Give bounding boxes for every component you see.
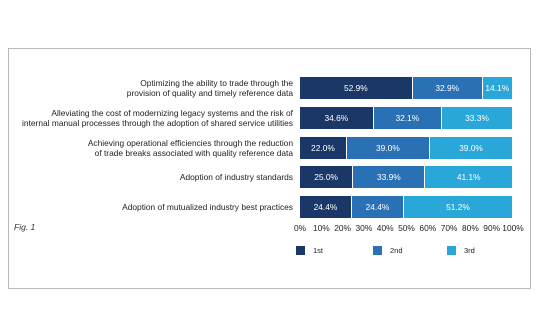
category-label: Adoption of industry standards xyxy=(179,172,293,182)
bar-segment: 32.1% xyxy=(373,107,443,129)
legend-swatch xyxy=(373,246,382,255)
bar-segment: 24.4% xyxy=(300,196,352,218)
legend-label: 3rd xyxy=(464,246,475,255)
bar-segment: 22.0% xyxy=(300,137,347,159)
x-tick-label: 60% xyxy=(419,223,437,233)
legend-label: 2nd xyxy=(390,246,403,255)
bar-segment: 34.6% xyxy=(300,107,374,129)
bar-segment: 33.3% xyxy=(442,107,513,129)
legend-swatch xyxy=(447,246,456,255)
x-tick-label: 100% xyxy=(502,223,524,233)
frame xyxy=(8,48,531,289)
x-tick-label: 40% xyxy=(376,223,394,233)
x-tick-label: 90% xyxy=(483,223,501,233)
bar-segment: 39.0% xyxy=(346,137,430,159)
bar-segment: 32.9% xyxy=(412,77,483,99)
bar-segment: 24.4% xyxy=(351,196,404,218)
legend-label: 1st xyxy=(313,246,324,255)
x-tick-label: 30% xyxy=(355,223,373,233)
category-label: Adoption of mutualized industry best pra… xyxy=(122,202,293,212)
bar-segment: 41.1% xyxy=(425,166,513,188)
x-tick-label: 20% xyxy=(334,223,351,233)
bar-segment: 25.0% xyxy=(300,166,354,188)
bar-segment: 39.0% xyxy=(429,137,513,159)
x-tick-label: 0% xyxy=(293,223,307,233)
category-label: Alleviating the cost of modernizing lega… xyxy=(22,108,293,128)
x-tick-label: 80% xyxy=(462,223,479,233)
bar-segment: 52.9% xyxy=(300,77,413,99)
bar-segment: 33.9% xyxy=(353,166,426,188)
x-tick-label: 50% xyxy=(398,223,415,233)
category-label: Achieving operational efficiencies throu… xyxy=(87,138,293,158)
bar-segment: 14.1% xyxy=(482,77,513,99)
x-tick-label: 10% xyxy=(312,223,330,233)
bar-segment: 51.2% xyxy=(403,196,513,218)
x-tick-label: 70% xyxy=(440,223,458,233)
figure-label: Fig. 1 xyxy=(14,222,36,232)
legend-swatch xyxy=(296,246,305,255)
category-label: Optimizing the ability to trade through … xyxy=(126,78,293,98)
